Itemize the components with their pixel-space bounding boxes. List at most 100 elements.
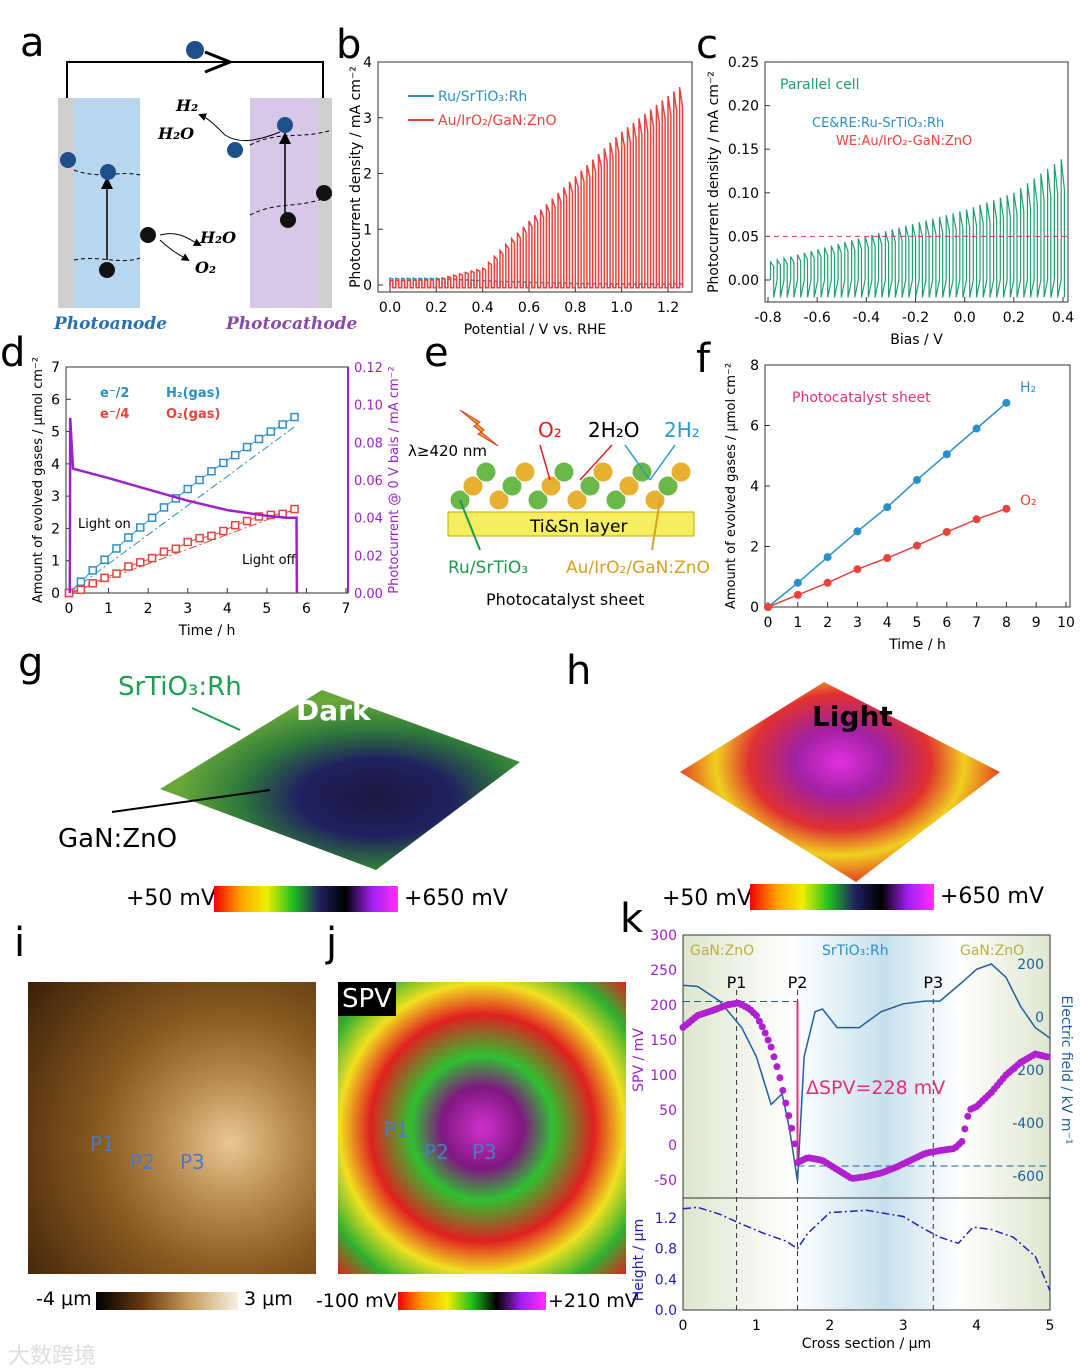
e-particle <box>618 475 640 497</box>
a-o2: O₂ <box>195 258 216 277</box>
i-cb-max: 3 μm <box>244 1288 293 1310</box>
b-xtick-label: 0.0 <box>379 300 401 316</box>
i-cb-min: -4 μm <box>36 1288 92 1310</box>
j-colorbar <box>398 1292 546 1310</box>
k-spv-point <box>764 1036 772 1044</box>
k-y2label: Electric field / kV m⁻¹ <box>1058 996 1074 1145</box>
d-xtick-label: 7 <box>342 601 351 617</box>
f-xtick-label: 0 <box>764 615 773 631</box>
d-legend-label: O₂(gas) <box>166 407 220 422</box>
c-annotation-we: WE:Au/IrO₂-GaN:ZnO <box>836 134 972 149</box>
d-e2-line <box>68 426 295 594</box>
b-xtick-label: 0.8 <box>564 300 586 316</box>
f-xtick-label: 1 <box>793 615 802 631</box>
d-y2tick-label: 0.08 <box>354 436 383 451</box>
panel-label-h: h <box>566 648 592 694</box>
f-h2-point <box>1002 398 1011 407</box>
k-marker-label: P2 <box>788 973 808 992</box>
c-xtick-label: -0.2 <box>902 310 929 326</box>
c-plot-frame <box>764 61 1069 303</box>
b-legend-label: Au/IrO₂/GaN:ZnO <box>438 113 557 129</box>
f-ytick-label: 8 <box>750 358 759 374</box>
k-spv-point <box>1043 1053 1051 1061</box>
f-o2-point <box>823 578 832 587</box>
d-o2-point <box>88 579 97 588</box>
h-colorbar <box>750 884 934 910</box>
f-o2-point <box>793 590 802 599</box>
d-y2tick-label: 0.00 <box>354 587 383 602</box>
e-particle <box>527 489 549 511</box>
f-xtick-label: 10 <box>1057 615 1075 631</box>
b-ytick-label: 4 <box>363 55 372 71</box>
e-h2: 2H₂ <box>664 418 700 442</box>
b-ytick-label: 2 <box>363 167 372 183</box>
k-spv-point <box>773 1063 781 1071</box>
e-particle <box>488 489 510 511</box>
d-o2-point <box>230 520 240 530</box>
k-y2tick-label: -600 <box>1012 1169 1044 1185</box>
d-photocurrent-line <box>68 417 299 594</box>
k-region-label: SrTiO₃:Rh <box>822 943 889 959</box>
d-xlabel: Time / h <box>178 623 236 639</box>
d-h2-point <box>242 442 252 452</box>
d-h2-point <box>159 503 169 512</box>
c-ytick-label: 0.20 <box>728 99 759 115</box>
e-particle <box>514 461 536 483</box>
e-au-label: Au/IrO₂/GaN:ZnO <box>566 558 710 578</box>
j-p1: P1 <box>384 1118 409 1142</box>
panel-label-g: g <box>18 640 44 686</box>
f-o2-point <box>972 515 981 524</box>
d-o2-point <box>242 516 252 526</box>
d-y2tick-label: 0.02 <box>354 549 383 564</box>
d-ytick-label: 4 <box>51 457 60 473</box>
f-ytick-label: 2 <box>750 540 759 556</box>
e-particle <box>462 475 484 497</box>
d-o2-point <box>159 547 169 556</box>
c-xtick-label: -0.6 <box>804 310 831 326</box>
b-ytick-label: 3 <box>363 111 372 127</box>
k-plot-frame <box>682 934 1051 1311</box>
f-xlabel: Time / h <box>888 637 946 653</box>
d-h2-point <box>124 533 133 542</box>
k-spv-point <box>752 1012 760 1019</box>
d-h2-point <box>147 513 157 523</box>
k-spv-point <box>779 1086 787 1094</box>
e-layer: Ti&Sn layer <box>530 517 628 537</box>
d-ytick-label: 6 <box>51 392 60 408</box>
d-o2-point <box>135 558 145 567</box>
d-h2-point <box>183 484 192 494</box>
k-spv-point <box>964 1112 972 1120</box>
k-marker-label: P3 <box>923 973 943 992</box>
c-xtick-label: 0.4 <box>1052 310 1074 326</box>
d-light-on: Light on <box>78 517 131 532</box>
e-particle <box>592 461 614 483</box>
k-spv-point <box>770 1053 778 1061</box>
d-h2-point <box>278 420 287 429</box>
d-h2-point <box>230 450 240 460</box>
d-o2-point <box>195 533 204 543</box>
d-o2-point <box>124 562 133 571</box>
f-o2-point <box>1002 504 1011 513</box>
d-h2-point <box>112 544 121 553</box>
d-o2-point <box>100 573 109 583</box>
d-y2tick-label: 0.10 <box>354 399 383 414</box>
panel-a-schematic <box>58 41 333 308</box>
f-title: Photocatalyst sheet <box>792 390 931 406</box>
e-particle <box>579 475 601 497</box>
e-particle <box>670 461 692 483</box>
k-xtick-label: 3 <box>899 1318 908 1334</box>
d-h2-point <box>76 577 86 586</box>
c-xtick-label: -0.8 <box>754 310 781 326</box>
d-xtick-label: 5 <box>262 601 271 617</box>
e-particle <box>657 475 679 497</box>
b-xlabel: Potential / V vs. RHE <box>464 322 607 338</box>
k-spv-point <box>755 1017 763 1025</box>
k-spv-point <box>788 1124 796 1132</box>
g-colorbar <box>214 886 398 912</box>
k-spv-point <box>782 1099 790 1107</box>
c-ytick-label: 0.25 <box>728 55 759 71</box>
d-y2tick-label: 0.12 <box>354 361 383 376</box>
k-y3tick-label: 0.4 <box>655 1272 677 1288</box>
c-xtick-label: -0.4 <box>853 310 880 326</box>
k-y3tick-label: 0.8 <box>655 1242 677 1258</box>
